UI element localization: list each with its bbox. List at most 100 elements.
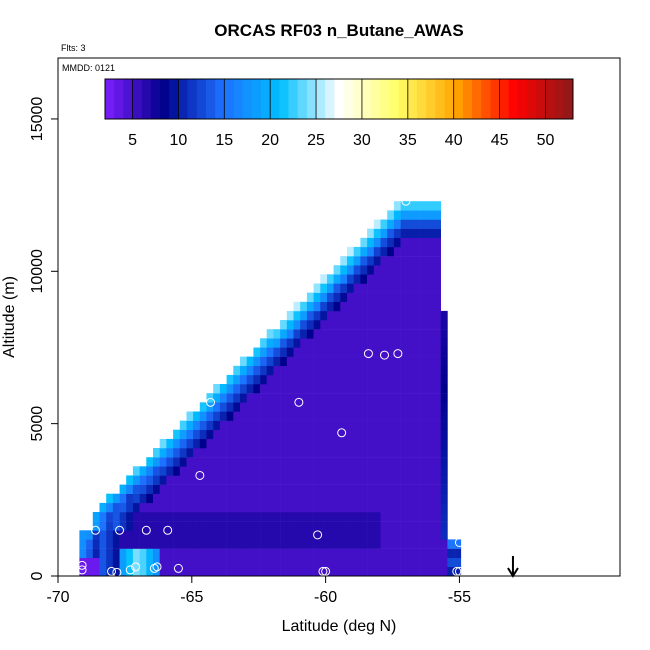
colorbar-swatch-23 (316, 79, 326, 119)
heatmap-cell-977 (373, 365, 381, 376)
heatmap-cell-253 (213, 566, 221, 577)
heatmap-cell-312 (226, 411, 234, 421)
heatmap-cell-603 (300, 356, 308, 366)
heatmap-cell-585 (300, 521, 308, 531)
heatmap-cell-282 (219, 493, 227, 504)
heatmap-cell-961 (373, 512, 381, 522)
heatmap-cell-152 (173, 502, 181, 513)
heatmap-cell-494 (280, 557, 288, 568)
heatmap-cell-1207 (413, 466, 421, 476)
heatmap-cell-45 (119, 548, 127, 558)
heatmap-cell-17 (99, 566, 107, 577)
colorbar-swatch-21 (297, 79, 308, 119)
heatmap-cell-1016 (380, 365, 388, 376)
heatmap-cell-1057 (387, 347, 395, 357)
heatmap-cell-1343 (434, 347, 441, 357)
heatmap-cell-384 (246, 384, 254, 394)
colorbar-swatch-42 (490, 79, 500, 119)
heatmap-cell-761 (333, 365, 341, 376)
heatmap-cell-780 (340, 502, 348, 513)
heatmap-cell-448 (266, 484, 274, 494)
heatmap-cell-265 (213, 457, 221, 467)
heatmap-cell-284 (219, 475, 227, 485)
heatmap-cell-299 (226, 530, 234, 540)
heatmap-cell-74 (132, 475, 140, 485)
sample-point-22 (393, 349, 403, 359)
heatmap-cell-425 (260, 457, 268, 467)
heatmap-cell-839 (347, 283, 354, 293)
heatmap-cell-278 (219, 530, 227, 540)
heatmap-cell-188 (186, 475, 194, 485)
heatmap-cell-950 (367, 265, 375, 275)
heatmap-cell-1128 (400, 438, 408, 449)
heatmap-cell-1068 (387, 246, 395, 257)
heatmap-cell-1178 (407, 356, 415, 366)
heatmap-cell-1210 (413, 438, 421, 449)
heatmap-cell-216 (199, 548, 207, 558)
heatmap-cell-1297 (427, 393, 435, 403)
heatmap-cell-446 (266, 502, 274, 513)
heatmap-cell-287 (219, 448, 227, 458)
heatmap-cell-941 (367, 347, 375, 357)
colorbar-swatch-34 (417, 79, 427, 119)
sample-point-20 (363, 349, 373, 359)
heatmap-cell-581 (300, 557, 308, 568)
heatmap-cell-1211 (413, 429, 421, 440)
heatmap-cell-836 (347, 310, 354, 321)
heatmap-cell-1093 (393, 384, 401, 394)
heatmap-cell-1326 (434, 502, 441, 513)
heatmap-cell-1209 (413, 448, 421, 458)
heatmap-cell-161 (179, 566, 187, 577)
sample-point-17 (318, 566, 328, 576)
colorbar-swatch-25 (334, 79, 344, 119)
heatmap-cell-492 (273, 329, 281, 339)
heatmap-cell-527 (286, 512, 294, 522)
heatmap-cell-1021 (380, 320, 388, 330)
heatmap-cell-378 (246, 438, 254, 449)
heatmap-cell-772 (333, 265, 341, 275)
heatmap-cell-213 (193, 411, 201, 421)
heatmap-cell-1025 (380, 283, 388, 293)
heatmap-cell-1069 (387, 237, 395, 248)
heatmap-cell-46 (119, 539, 127, 549)
heatmap-cell-348 (240, 493, 247, 504)
heatmap-cell-664 (313, 356, 321, 366)
heatmap-cell-721 (327, 429, 334, 440)
heatmap-cell-382 (246, 402, 254, 412)
heatmap-cell-445 (266, 512, 274, 522)
heatmap-cell-1045 (387, 457, 395, 467)
heatmap-cell-510 (280, 411, 288, 421)
heatmap-cell-96 (146, 493, 154, 504)
heatmap-cell-981 (373, 329, 381, 339)
heatmap-cell-385 (246, 374, 254, 385)
heatmap-cell-523 (286, 548, 294, 558)
heatmap-cell-54 (126, 557, 134, 568)
heatmap-cell-71 (132, 502, 140, 513)
heatmap-cell-519 (280, 329, 288, 339)
heatmap-cell-675 (320, 548, 328, 558)
colorbar-swatch-32 (398, 79, 409, 119)
heatmap-cell-1340 (434, 374, 441, 385)
heatmap-cell-902 (360, 365, 368, 376)
heatmap-cell-404 (253, 420, 261, 430)
heatmap-cell-1089 (393, 420, 401, 430)
heatmap-cell-830 (347, 365, 354, 376)
heatmap-cell-1111 (393, 219, 401, 229)
heatmap-cell-1365 (440, 521, 448, 531)
heatmap-cell-896 (360, 420, 368, 430)
heatmap-cell-1132 (400, 402, 408, 412)
sample-point-13 (195, 470, 205, 480)
heatmap-cell-584 (300, 530, 308, 540)
heatmap-cell-70 (132, 512, 140, 522)
heatmap-cell-1288 (427, 475, 435, 485)
heatmap-cell-135 (166, 521, 174, 531)
heatmap-cell-736 (327, 292, 334, 302)
heatmap-cell-507 (280, 438, 288, 449)
heatmap-cell-336 (233, 393, 241, 403)
heatmap-cell-441 (266, 548, 274, 558)
heatmap-cell-562 (293, 457, 301, 467)
heatmap-cell-605 (300, 338, 308, 348)
heatmap-cell-1009 (380, 429, 388, 440)
heatmap-cell-1279 (427, 557, 435, 568)
heatmap-cell-1153 (400, 210, 408, 220)
